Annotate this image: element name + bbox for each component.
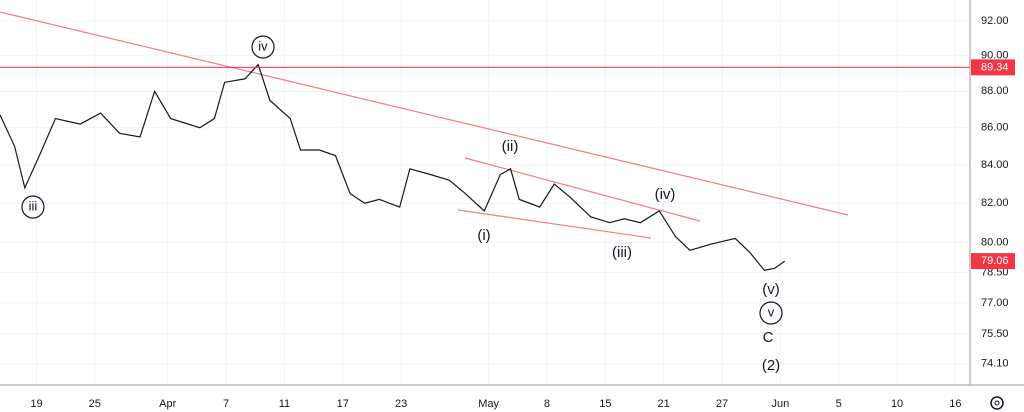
x-tick-label: Apr bbox=[159, 398, 176, 410]
x-tick-label: Jun bbox=[772, 398, 790, 410]
x-tick-label: 11 bbox=[279, 398, 290, 410]
price-marker-label: 79.06 bbox=[981, 255, 1009, 267]
settings-icon[interactable] bbox=[990, 396, 1004, 410]
y-tick-label: 90.00 bbox=[981, 50, 1009, 62]
price-marker bbox=[971, 253, 1015, 270]
channel-lower bbox=[457, 209, 652, 239]
price-marker-label: 89.34 bbox=[981, 61, 1009, 73]
x-tick-label: 5 bbox=[836, 398, 842, 410]
x-tick-label: 23 bbox=[395, 398, 407, 410]
wave-label: (2) bbox=[762, 357, 780, 374]
wave-label: v bbox=[768, 304, 775, 319]
y-tick-label: 80.00 bbox=[981, 236, 1009, 248]
wave-circle bbox=[251, 35, 275, 59]
wave-label: (iii) bbox=[612, 244, 632, 261]
y-tick-label: 78.50 bbox=[981, 266, 1009, 278]
wave-circle bbox=[759, 301, 783, 325]
channel-upper bbox=[464, 157, 701, 222]
wave-label: (ii) bbox=[502, 138, 519, 155]
x-tick-label: 19 bbox=[30, 398, 42, 410]
wave-label: C bbox=[763, 329, 774, 346]
wave-label: iii bbox=[29, 198, 38, 213]
y-tick-label: 77.00 bbox=[981, 297, 1009, 309]
price-marker bbox=[971, 59, 1015, 76]
x-tick-label: 8 bbox=[544, 398, 550, 410]
x-tick-label: 7 bbox=[223, 398, 229, 410]
wave-label: (v) bbox=[762, 281, 780, 298]
x-tick-label: 21 bbox=[658, 398, 670, 410]
x-tick-label: May bbox=[478, 398, 499, 410]
wave-label: (iv) bbox=[655, 186, 676, 203]
x-tick-label: 16 bbox=[949, 398, 961, 410]
y-tick-label: 88.00 bbox=[981, 85, 1009, 97]
price-line bbox=[0, 63, 786, 271]
y-tick-label: 92.00 bbox=[981, 15, 1009, 27]
y-tick-label: 75.50 bbox=[981, 328, 1009, 340]
y-tick-label: 86.00 bbox=[981, 122, 1009, 134]
y-tick-label: 74.10 bbox=[981, 358, 1009, 370]
wave-circle bbox=[21, 195, 45, 219]
y-tick-label: 82.00 bbox=[981, 197, 1009, 209]
wave-label: iv bbox=[258, 38, 268, 53]
x-tick-label: 17 bbox=[337, 398, 349, 410]
x-tick-label: 27 bbox=[716, 398, 728, 410]
wave-label: (i) bbox=[477, 227, 490, 244]
x-tick-label: 25 bbox=[89, 398, 101, 410]
y-tick-label: 84.00 bbox=[981, 159, 1009, 171]
x-tick-label: 10 bbox=[891, 398, 903, 410]
x-tick-label: 15 bbox=[599, 398, 611, 410]
trend-line bbox=[0, 11, 849, 216]
